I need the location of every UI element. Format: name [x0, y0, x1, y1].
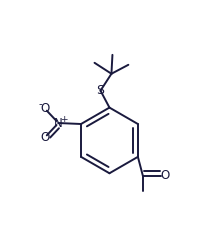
Text: O: O — [41, 102, 50, 115]
Text: +: + — [60, 115, 67, 124]
Text: S: S — [97, 84, 104, 97]
Text: N: N — [54, 117, 62, 129]
Text: O: O — [41, 131, 50, 144]
Text: -: - — [38, 99, 42, 109]
Text: O: O — [161, 169, 170, 182]
